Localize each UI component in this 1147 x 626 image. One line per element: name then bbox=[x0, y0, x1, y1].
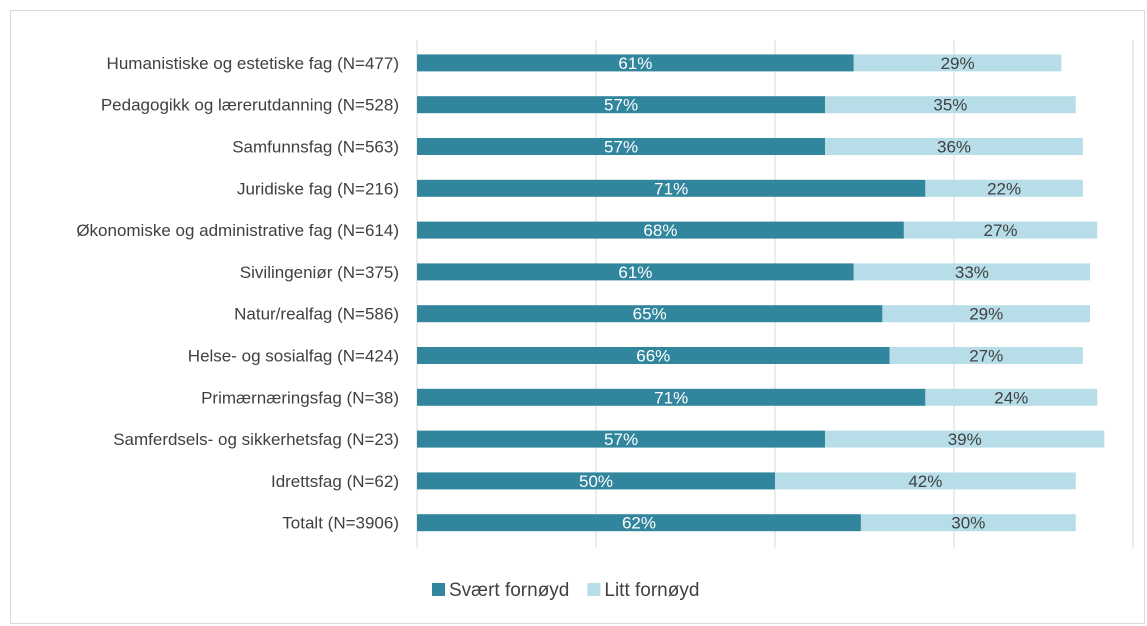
data-label: 71% bbox=[654, 179, 688, 198]
bar-segment-svaert-fornoyd bbox=[417, 179, 926, 197]
legend-swatch bbox=[587, 583, 601, 596]
category-label: Juridiske fag (N=216) bbox=[237, 179, 399, 198]
category-label: Natur/realfag (N=586) bbox=[234, 305, 399, 324]
data-label: 62% bbox=[622, 514, 656, 533]
legend-label: Litt fornøyd bbox=[604, 580, 699, 601]
data-label: 30% bbox=[951, 514, 985, 533]
category-label: Idrettsfag (N=62) bbox=[271, 472, 399, 491]
category-label: Humanistiske og estetiske fag (N=477) bbox=[107, 54, 399, 73]
bar-segment-svaert-fornoyd bbox=[417, 388, 926, 406]
data-label: 36% bbox=[937, 138, 971, 157]
category-label: Samfunnsfag (N=563) bbox=[232, 138, 399, 157]
data-label: 65% bbox=[633, 305, 667, 324]
data-label: 27% bbox=[984, 221, 1018, 240]
category-label: Sivilingeniør (N=375) bbox=[240, 263, 399, 282]
chart-frame bbox=[10, 10, 1145, 624]
data-label: 39% bbox=[948, 430, 982, 449]
category-label: Helse- og sosialfag (N=424) bbox=[188, 347, 399, 366]
data-label: 29% bbox=[969, 305, 1003, 324]
bar-segment-svaert-fornoyd bbox=[417, 96, 826, 114]
data-label: 71% bbox=[654, 388, 688, 407]
data-label: 50% bbox=[579, 472, 613, 491]
bar-segment-litt-fornoyd bbox=[775, 472, 1076, 490]
data-label: 29% bbox=[941, 54, 975, 73]
data-label: 42% bbox=[908, 472, 942, 491]
data-label: 68% bbox=[643, 221, 677, 240]
category-label: Primærnæringsfag (N=38) bbox=[201, 388, 399, 407]
bar-segment-litt-fornoyd bbox=[853, 54, 1062, 72]
bar-segment-litt-fornoyd bbox=[882, 305, 1091, 323]
bar-segment-litt-fornoyd bbox=[903, 221, 1098, 239]
bar-segment-litt-fornoyd bbox=[825, 138, 1083, 155]
bar-segment-svaert-fornoyd bbox=[417, 472, 775, 490]
data-label: 66% bbox=[636, 347, 670, 366]
data-label: 35% bbox=[933, 96, 967, 115]
bar-segment-litt-fornoyd bbox=[860, 514, 1076, 532]
bar-segment-litt-fornoyd bbox=[889, 347, 1083, 364]
data-label: 57% bbox=[604, 138, 638, 157]
bar-segment-litt-fornoyd bbox=[825, 96, 1076, 114]
data-label: 57% bbox=[604, 430, 638, 449]
category-label: Samferdsels- og sikkerhetsfag (N=23) bbox=[113, 430, 399, 449]
data-label: 61% bbox=[618, 263, 652, 282]
bar-segment-svaert-fornoyd bbox=[417, 138, 826, 155]
bar-segment-svaert-fornoyd bbox=[417, 221, 904, 239]
category-label: Pedagogikk og lærerutdanning (N=528) bbox=[101, 96, 399, 115]
bar-segment-litt-fornoyd bbox=[825, 430, 1105, 448]
bar-segment-litt-fornoyd bbox=[925, 179, 1083, 197]
data-label: 24% bbox=[994, 388, 1028, 407]
bar-segment-svaert-fornoyd bbox=[417, 263, 854, 281]
legend-swatch bbox=[432, 583, 445, 596]
category-label: Økonomiske og administrative fag (N=614) bbox=[76, 221, 399, 240]
bar-segment-svaert-fornoyd bbox=[417, 430, 826, 448]
bar-segment-svaert-fornoyd bbox=[417, 305, 883, 323]
bar-segment-svaert-fornoyd bbox=[417, 347, 890, 364]
bar-segment-litt-fornoyd bbox=[925, 388, 1098, 406]
legend-label: Svært fornøyd bbox=[449, 580, 569, 601]
category-label: Totalt (N=3906) bbox=[282, 514, 399, 533]
bar-segment-svaert-fornoyd bbox=[417, 514, 861, 532]
data-label: 33% bbox=[955, 263, 989, 282]
data-label: 27% bbox=[969, 347, 1003, 366]
bar-segment-svaert-fornoyd bbox=[417, 54, 854, 72]
bar-segment-litt-fornoyd bbox=[853, 263, 1091, 281]
data-label: 61% bbox=[618, 54, 652, 73]
data-label: 57% bbox=[604, 96, 638, 115]
data-label: 22% bbox=[987, 179, 1021, 198]
